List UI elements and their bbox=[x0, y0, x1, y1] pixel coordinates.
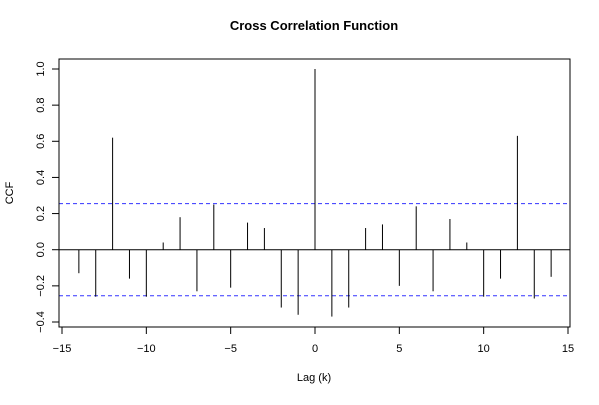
x-axis: −15 −10 −5 0 5 10 15 bbox=[53, 326, 574, 355]
spike-layer bbox=[78, 69, 552, 317]
x-tick-label: −10 bbox=[137, 343, 156, 355]
y-tick-label: −0.2 bbox=[35, 275, 47, 297]
x-tick-label: 10 bbox=[478, 343, 490, 355]
y-tick-label: 0.6 bbox=[35, 134, 47, 149]
chart-title: Cross Correlation Function bbox=[230, 18, 398, 33]
x-tick-label: 15 bbox=[562, 343, 574, 355]
y-tick-label: 1.0 bbox=[35, 61, 47, 76]
y-tick-label: 0.8 bbox=[35, 97, 47, 112]
x-tick-label: −15 bbox=[53, 343, 72, 355]
y-tick-label: −0.4 bbox=[35, 311, 47, 333]
y-axis: −0.4 −0.2 0.0 0.2 0.4 0.6 0.8 1.0 bbox=[35, 61, 60, 333]
y-tick-label: 0.2 bbox=[35, 206, 47, 221]
x-tick-label: −5 bbox=[224, 343, 237, 355]
x-tick-label: 0 bbox=[312, 343, 318, 355]
x-tick-label: 5 bbox=[396, 343, 402, 355]
x-axis-label: Lag (k) bbox=[297, 372, 331, 384]
y-axis-label: CCF bbox=[4, 181, 16, 204]
y-tick-label: 0.4 bbox=[35, 170, 47, 185]
y-tick-label: 0.0 bbox=[35, 242, 47, 257]
